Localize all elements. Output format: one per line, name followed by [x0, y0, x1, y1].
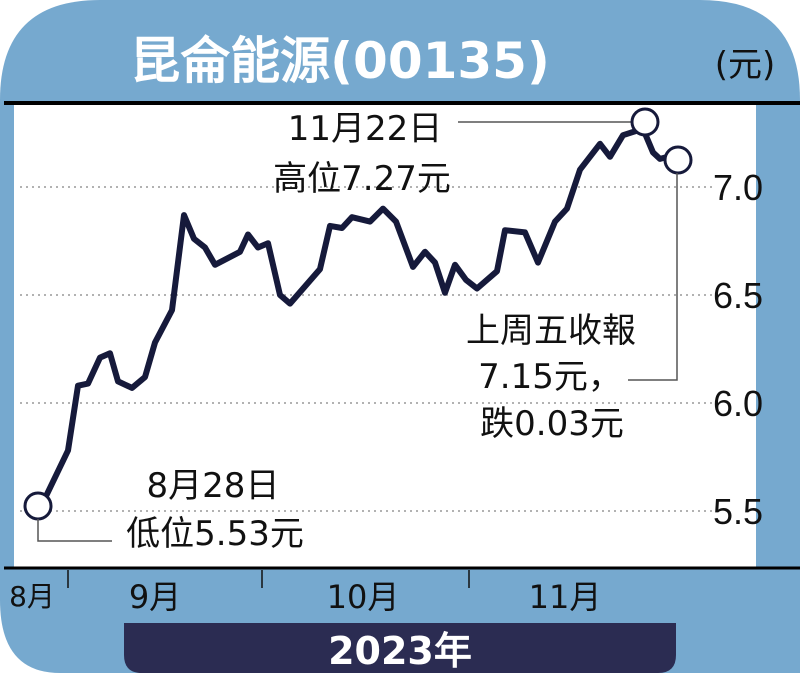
last-close-title: 上周五收報	[466, 311, 636, 351]
chart-title: 昆侖能源(00135)	[130, 32, 550, 90]
x-tick-sep: 9月	[129, 578, 181, 616]
plot-area	[14, 103, 756, 568]
low-leader-line	[37, 519, 112, 542]
gridlines	[20, 186, 712, 512]
y-tick-7-0: 7.0	[713, 167, 763, 208]
year-label: 2023年	[328, 629, 472, 673]
y-tick-6-0: 6.0	[713, 383, 763, 424]
y-tick-5-5: 5.5	[713, 491, 763, 532]
year-bar	[124, 623, 676, 673]
x-tick-nov: 11月	[529, 578, 602, 616]
x-tick-oct: 10月	[327, 578, 400, 616]
high-marker	[630, 107, 660, 137]
last-close-price: 7.15元，	[478, 357, 622, 397]
last-close-leader-line	[628, 173, 678, 381]
last-close-marker	[663, 145, 693, 175]
price-line	[39, 125, 679, 508]
low-value-label: 低位5.53元	[126, 514, 304, 554]
low-date-label: 8月28日	[147, 466, 280, 506]
low-marker	[23, 491, 53, 521]
unit-label: (元)	[715, 45, 776, 85]
y-tick-6-5: 6.5	[713, 275, 763, 316]
high-date-label: 11月22日	[288, 109, 443, 149]
x-tick-aug: 8月	[9, 580, 55, 613]
high-value-label: 高位7.27元	[273, 159, 451, 199]
last-close-change: 跌0.03元	[480, 404, 624, 444]
